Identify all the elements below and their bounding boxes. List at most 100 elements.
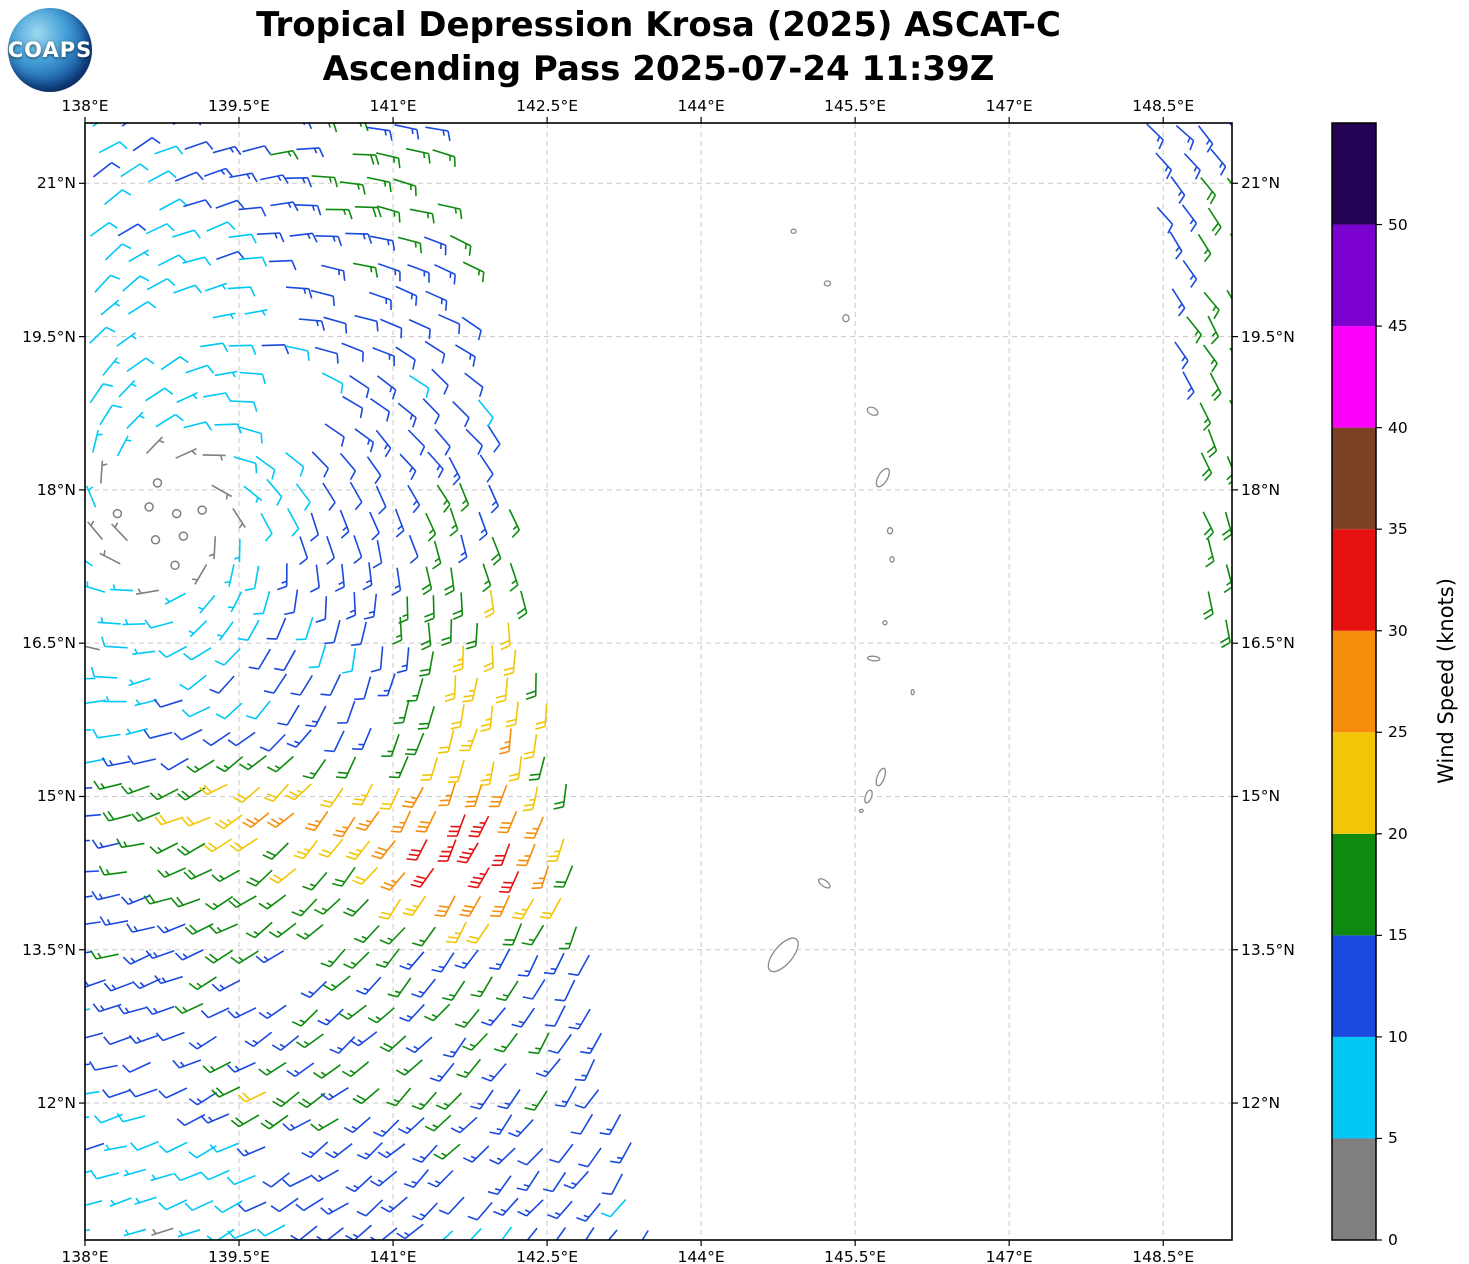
wind-barb xyxy=(379,1035,407,1053)
wind-barb xyxy=(150,1173,173,1182)
wind-barb xyxy=(263,783,289,803)
y-tick-label-left: 15°N xyxy=(36,787,76,806)
wind-barb xyxy=(370,235,396,251)
wind-barb xyxy=(116,332,137,347)
wind-barb xyxy=(117,1005,147,1015)
wind-barb xyxy=(482,563,492,593)
wind-barb xyxy=(285,345,310,361)
wind-barb xyxy=(295,1197,324,1212)
wind-barb xyxy=(427,451,444,479)
wind-barb xyxy=(258,1061,287,1076)
wind-barb xyxy=(261,344,290,355)
wind-barb xyxy=(372,540,383,569)
wind-barb xyxy=(90,949,119,960)
wind-barb xyxy=(407,263,430,283)
wind-barb xyxy=(405,1036,433,1054)
wind-barb xyxy=(452,645,465,673)
wind-barb xyxy=(517,954,539,977)
colorbar-band-25-30 xyxy=(1332,630,1376,733)
wind-barb xyxy=(509,562,519,592)
wind-barb xyxy=(144,619,174,629)
wind-barb xyxy=(85,581,106,593)
wind-barb xyxy=(160,757,189,771)
wind-barb xyxy=(145,223,175,235)
wind-barb xyxy=(256,232,285,243)
wind-barb xyxy=(425,512,437,542)
wind-barb xyxy=(118,379,137,398)
wind-barb xyxy=(92,1003,122,1013)
wind-barb xyxy=(375,485,387,515)
wind-barb xyxy=(373,1119,400,1138)
wind-barb xyxy=(444,675,457,703)
wind-barb xyxy=(266,617,287,640)
wind-barb xyxy=(367,1007,395,1024)
wind-barb xyxy=(159,198,188,211)
wind-barb xyxy=(116,838,145,849)
wind-barb xyxy=(157,254,187,267)
wind-barb xyxy=(490,894,511,918)
wind-barb xyxy=(172,1059,202,1069)
wind-barb xyxy=(461,316,482,341)
y-tick-label-right: 19.5°N xyxy=(1241,327,1295,346)
wind-barb xyxy=(356,1199,384,1217)
wind-barb xyxy=(399,951,425,971)
wind-barb xyxy=(321,372,344,394)
wind-barb xyxy=(285,783,312,801)
wind-barb xyxy=(230,1114,260,1128)
wind-barb xyxy=(85,979,106,988)
wind-barb xyxy=(379,318,403,339)
wind-barb xyxy=(558,926,578,950)
wind-barb xyxy=(128,677,151,687)
wind-barb xyxy=(87,520,104,541)
wind-barb xyxy=(452,400,470,428)
wind-barb xyxy=(417,706,435,730)
wind-barb xyxy=(404,732,425,756)
wind-barb xyxy=(237,619,260,641)
wind-barb xyxy=(388,755,409,779)
wind-barb xyxy=(407,484,421,514)
wind-barb xyxy=(544,1005,566,1027)
wind-barb xyxy=(258,894,287,910)
wind-barb xyxy=(237,1091,267,1103)
wind-barb xyxy=(436,484,451,513)
x-tick-label-bottom: 145.5°E xyxy=(824,1248,887,1264)
wind-barb xyxy=(285,286,313,299)
wind-barb xyxy=(339,452,357,480)
wind-barb xyxy=(122,1061,151,1073)
wind-barb xyxy=(253,590,271,615)
wind-barb xyxy=(408,374,430,398)
wind-barb xyxy=(208,536,217,560)
wind-barb xyxy=(424,340,446,364)
wind-barb xyxy=(211,979,241,992)
wind-barb xyxy=(393,699,410,725)
wind-barb xyxy=(173,1171,202,1182)
wind-barb xyxy=(525,672,537,701)
wind-barb xyxy=(522,979,546,1000)
wind-barb xyxy=(271,1035,300,1051)
wind-barb xyxy=(424,595,435,623)
wind-barb xyxy=(553,865,574,888)
wind-barb xyxy=(352,727,372,751)
island-alamagan xyxy=(886,527,894,535)
wind-barb xyxy=(149,842,179,855)
wind-barb xyxy=(324,423,345,447)
wind-barb xyxy=(200,1007,230,1019)
wind-barb xyxy=(171,896,201,908)
wind-barb xyxy=(369,511,380,541)
wind-barb xyxy=(286,508,300,537)
wind-barb xyxy=(407,429,426,456)
wind-barb xyxy=(224,564,235,587)
wind-barb xyxy=(322,482,336,511)
wind-barb xyxy=(232,507,246,529)
wind-barb xyxy=(369,397,391,422)
wind-barb xyxy=(1207,207,1222,236)
wind-barb xyxy=(449,234,472,256)
wind-barb xyxy=(302,871,328,891)
wind-barb xyxy=(293,839,319,860)
wind-barb xyxy=(128,249,150,263)
wind-barb xyxy=(470,1089,494,1110)
wind-barb xyxy=(465,623,479,650)
wind-barb xyxy=(380,1196,408,1213)
wind-barb xyxy=(94,274,121,293)
wind-barb xyxy=(406,678,424,702)
